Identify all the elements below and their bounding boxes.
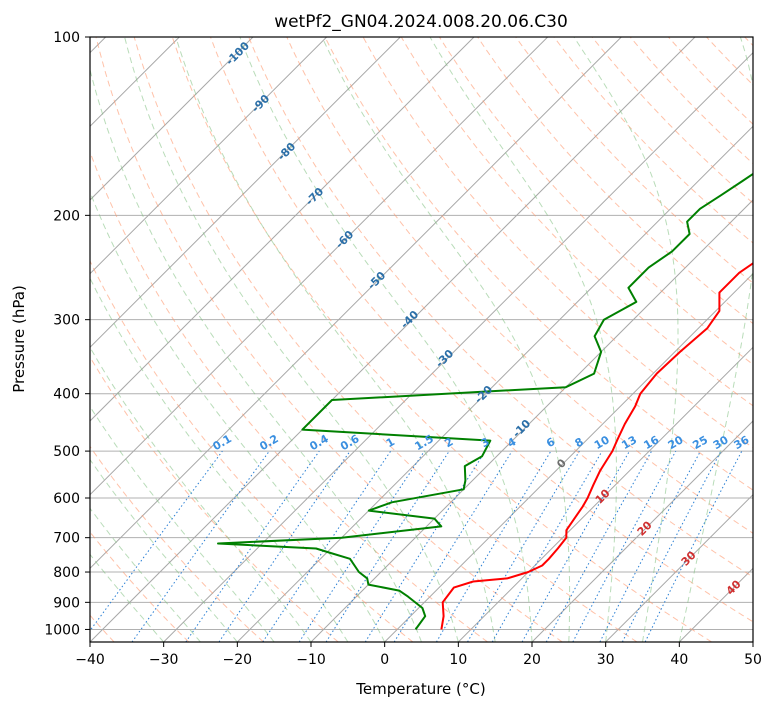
x-tick-label: 10 — [449, 652, 467, 668]
dry-adiabat — [286, 37, 753, 534]
moist-adiabat — [573, 37, 679, 642]
isotherm-line — [384, 272, 753, 642]
temperature-profile — [440, 262, 753, 630]
isotherm-line — [90, 37, 401, 349]
x-tick-label: −40 — [75, 652, 105, 668]
dry-adiabat — [95, 37, 563, 642]
x-tick-label: 0 — [380, 652, 389, 668]
isotherm-line — [90, 37, 549, 496]
x-tick-label: 30 — [597, 652, 615, 668]
dry-adiabat — [324, 37, 753, 491]
mixing-ratio-line — [325, 450, 450, 642]
y-tick-label: 200 — [53, 208, 80, 224]
y-tick-label: 700 — [53, 531, 80, 547]
dry-adiabat — [90, 445, 264, 642]
x-tick-label: −10 — [296, 652, 326, 668]
moist-adiabat — [239, 37, 533, 642]
y-tick-label: 100 — [53, 30, 80, 46]
mixing-ratio-line — [185, 450, 320, 642]
mixing-ratio-line — [572, 450, 677, 642]
moist-adiabat — [90, 67, 422, 642]
dry-adiabat — [210, 37, 753, 623]
y-tick-label: 1000 — [44, 622, 80, 638]
y-tick-label: 600 — [53, 491, 80, 507]
isotherm-line — [90, 37, 622, 570]
mixing-ratio-line — [90, 450, 223, 632]
dry-adiabat — [90, 259, 414, 642]
isotherm-line — [90, 37, 328, 275]
moist-adiabat — [429, 37, 617, 642]
dry-adiabat — [171, 37, 712, 642]
dry-adiabat — [133, 37, 638, 642]
mixing-ratio-line — [545, 450, 653, 642]
y-tick-label: 500 — [53, 444, 80, 460]
chart-title: wetPf2_GN04.2024.008.20.06.C30 — [274, 12, 568, 32]
moist-adiabat — [90, 458, 238, 642]
y-tick-label: 900 — [53, 595, 80, 611]
dry-adiabat — [248, 37, 753, 578]
dewpoint-profile — [217, 172, 753, 630]
moist-adiabat — [90, 277, 349, 642]
isotherm-line — [90, 37, 254, 201]
mixing-ratio-line — [262, 450, 392, 642]
dry-adiabat — [90, 356, 339, 642]
moist-adiabat — [175, 37, 496, 642]
isotherm-line — [605, 493, 753, 642]
y-axis-label: Pressure (hPa) — [10, 285, 28, 393]
dry-adiabat — [515, 37, 753, 284]
moist-adiabat — [321, 37, 571, 642]
plot-frame — [89, 36, 754, 643]
x-tick-label: 40 — [670, 652, 688, 668]
mixing-ratio-line — [521, 450, 630, 642]
y-tick-label: 800 — [53, 565, 80, 581]
mixing-ratio-line — [644, 450, 743, 642]
y-tick-label: 400 — [53, 387, 80, 403]
isotherm-line — [531, 420, 753, 642]
mixing-ratio-line — [393, 450, 513, 642]
mixing-ratio-line — [131, 450, 270, 642]
x-tick-label: −30 — [149, 652, 179, 668]
x-axis-label: Temperature (°C) — [355, 680, 485, 698]
isotherm-line — [457, 346, 753, 642]
x-tick-label: 50 — [744, 652, 762, 668]
moist-adiabat — [90, 190, 386, 642]
x-tick-label: −20 — [223, 652, 253, 668]
isotherm-line — [90, 37, 475, 422]
moist-adiabat — [90, 346, 312, 642]
moist-adiabat — [678, 37, 753, 642]
mixing-ratio-line — [298, 450, 425, 642]
moist-adiabat — [90, 405, 275, 642]
x-tick-label: 20 — [523, 652, 541, 668]
mixing-ratio-line — [218, 450, 351, 642]
y-tick-label: 300 — [53, 313, 80, 329]
isotherm-line — [236, 125, 753, 642]
